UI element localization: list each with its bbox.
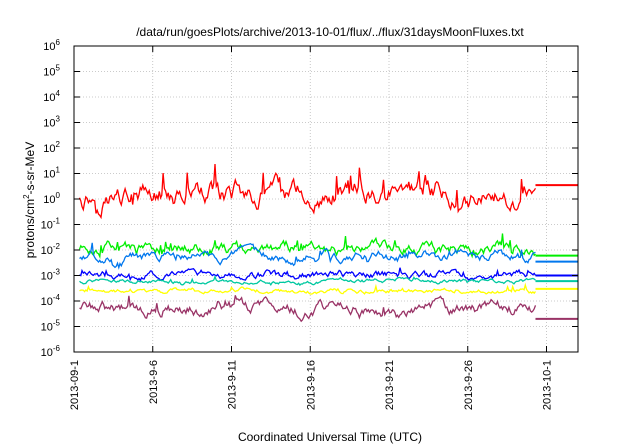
flux-series-line bbox=[78, 163, 537, 220]
flux-series-line bbox=[79, 242, 536, 270]
y-tick-label: 10-6 bbox=[41, 344, 61, 359]
y-axis-label-superscript: 2 bbox=[22, 194, 31, 199]
x-tick-label: 2013-9-16 bbox=[305, 360, 317, 410]
chart-title: /data/run/goesPlots/archive/2013-10-01/f… bbox=[136, 25, 524, 39]
y-axis-label-text: protons/cm bbox=[23, 199, 37, 258]
y-axis-label-unit: -s-sr-MeV bbox=[23, 142, 37, 195]
y-tick-label: 10-2 bbox=[41, 242, 61, 257]
y-tick-label: 105 bbox=[43, 64, 60, 79]
y-tick-label: 100 bbox=[43, 191, 60, 206]
plot-series bbox=[78, 163, 578, 323]
flux-series-line bbox=[79, 295, 537, 323]
y-tick-label: 104 bbox=[43, 89, 60, 104]
flux-series-line bbox=[78, 233, 536, 260]
x-tick-label: 2013-9-6 bbox=[148, 360, 160, 404]
x-tick-label: 2013-9-11 bbox=[227, 360, 239, 409]
flux-series-line bbox=[79, 274, 536, 287]
y-tick-label: 102 bbox=[43, 140, 60, 155]
y-tick-label: 101 bbox=[43, 166, 60, 181]
x-tick-label: 2013-9-21 bbox=[384, 360, 396, 410]
y-axis-label: protons/cm2-s-sr-MeV bbox=[22, 142, 37, 258]
x-tick-label: 2013-09-1 bbox=[69, 360, 81, 410]
axis-ticks: 10-6 10-5 10-4 10-3 10-2 10-1 100 101 102 103 104 1… bbox=[41, 38, 578, 410]
flux-series-line bbox=[79, 267, 537, 282]
y-tick-label: 103 bbox=[43, 115, 60, 130]
x-tick-label: 2013-10-1 bbox=[542, 360, 554, 410]
flux-series-line bbox=[79, 282, 537, 295]
y-tick-label: 106 bbox=[43, 38, 60, 53]
y-tick-label: 10-5 bbox=[41, 319, 61, 334]
x-axis-label: Coordinated Universal Time (UTC) bbox=[238, 430, 422, 444]
y-tick-label: 10-3 bbox=[41, 268, 61, 283]
x-tick-label: 2013-9-26 bbox=[463, 360, 475, 410]
y-tick-label: 10-4 bbox=[41, 293, 61, 308]
y-tick-label: 10-1 bbox=[41, 217, 61, 232]
plot-frame bbox=[73, 45, 579, 353]
